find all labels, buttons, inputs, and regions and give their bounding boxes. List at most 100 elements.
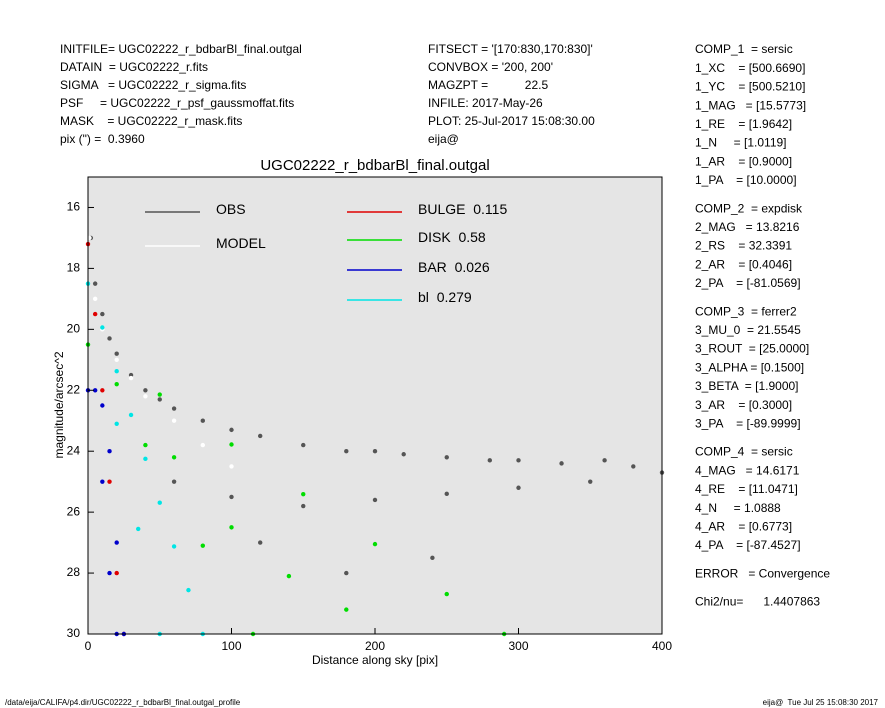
header-line: SIGMA = UGC02222_r_sigma.fits: [60, 78, 246, 92]
param-line: 1_N = [1.0119]: [695, 136, 787, 150]
y-tick-label: 20: [67, 322, 81, 336]
param-line: COMP_3 = ferrer2: [695, 304, 797, 318]
x-axis-label: Distance along sky [pix]: [312, 653, 438, 667]
data-point: [344, 570, 349, 576]
data-point: [107, 570, 112, 576]
legend-name: bl: [418, 289, 429, 305]
legend-name: BAR: [418, 259, 447, 275]
chart-title: UGC02222_r_bdbarBl_final.outgal: [260, 157, 489, 174]
data-point: [128, 375, 134, 381]
y-tick-label: 30: [67, 626, 81, 640]
data-point: [444, 491, 449, 497]
data-point: [444, 591, 449, 597]
header-line: PSF = UGC02222_r_psf_gaussmoffat.fits: [60, 96, 294, 110]
legend-label: DISK 0.58: [418, 229, 486, 245]
data-point: [92, 281, 98, 286]
param-line: 4_PA = [-87.4527]: [695, 538, 801, 552]
header-line: PLOT: 25-Jul-2017 15:08:30.00: [428, 114, 595, 128]
data-point: [229, 442, 234, 447]
param-line: 1_RE = [1.9642]: [695, 117, 792, 131]
data-point: [143, 442, 148, 448]
data-point: [516, 458, 521, 463]
data-point: [516, 485, 521, 490]
legend-fraction: 0.115: [473, 201, 507, 217]
data-point: [114, 421, 119, 426]
data-point: [588, 479, 593, 484]
data-point: [100, 311, 105, 317]
header-line: DATAIN = UGC02222_r.fits: [60, 60, 208, 74]
header-line: CONVBOX = '200, 200': [428, 60, 553, 74]
x-tick-label: 100: [221, 639, 241, 653]
header-line: eija@: [428, 132, 459, 146]
data-point: [258, 540, 263, 545]
data-point: [100, 388, 105, 393]
data-point: [200, 418, 205, 423]
legend-label: MODEL: [216, 235, 266, 251]
data-point: [114, 381, 119, 387]
legend-name: BULGE: [418, 201, 465, 217]
param-line: 1_MAG = [15.5773]: [695, 98, 806, 112]
data-point: [107, 479, 112, 484]
param-line: 4_AR = [0.6773]: [695, 519, 792, 533]
x-tick-label: 300: [508, 639, 528, 653]
legend-label: bl 0.279: [418, 289, 472, 305]
data-point: [301, 442, 306, 448]
y-axis-label: magnitude/arcsec^2: [52, 351, 66, 458]
data-point: [92, 388, 98, 393]
data-point: [258, 433, 263, 439]
param-line: COMP_4 = sersic: [695, 445, 793, 459]
data-point: [171, 406, 177, 411]
param-line: 3_ALPHA = [0.1500]: [695, 360, 804, 374]
data-point: [171, 418, 177, 423]
data-point: [107, 449, 112, 454]
data-point: [186, 587, 191, 593]
data-point: [301, 503, 306, 509]
data-point: [114, 570, 119, 576]
data-point: [143, 394, 148, 399]
data-point: [401, 452, 406, 457]
data-point: [92, 311, 98, 317]
data-point: [430, 555, 435, 561]
data-point: [487, 458, 492, 463]
param-line: Chi2/nu= 1.4407863: [695, 595, 820, 609]
data-point: [100, 403, 105, 408]
param-line: 1_PA = [10.0000]: [695, 173, 797, 187]
data-point: [200, 543, 205, 548]
data-point: [372, 449, 378, 454]
param-line: 4_N = 1.0888: [695, 501, 781, 515]
data-point: [372, 497, 378, 503]
data-point: [136, 526, 141, 532]
data-point: [229, 427, 234, 433]
data-point: [286, 573, 292, 579]
header-line: INFILE: 2017-May-26: [428, 96, 543, 110]
legend-label: BULGE 0.115: [418, 201, 507, 217]
data-point: [157, 397, 162, 402]
header-line: pix (") = 0.3960: [60, 132, 145, 146]
x-tick-label: 200: [365, 639, 385, 653]
data-point: [128, 412, 134, 418]
legend-name: OBS: [216, 201, 246, 217]
legend-name: MODEL: [216, 235, 266, 251]
legend-label: OBS: [216, 201, 246, 217]
y-tick-label: 26: [67, 504, 81, 518]
data-point: [559, 461, 564, 466]
data-point: [114, 357, 119, 362]
data-point: [157, 500, 162, 505]
param-line: 2_RS = 32.3391: [695, 239, 792, 253]
data-point: [114, 351, 119, 356]
param-line: ERROR = Convergence: [695, 566, 830, 580]
y-tick-label: 22: [67, 382, 81, 396]
footer-left: /data/eija/CALIFA/p4.dir/UGC02222_r_bdba…: [5, 698, 241, 707]
footer-right: eija@ Tue Jul 25 15:08:30 2017: [763, 698, 879, 707]
data-point: [602, 458, 607, 463]
param-line: 4_MAG = 14.6171: [695, 463, 800, 477]
plot-area: [88, 177, 662, 634]
legend-fraction: 0.58: [458, 229, 485, 245]
param-line: 3_MU_0 = 21.5545: [695, 323, 801, 337]
legend-fraction: 0.026: [455, 259, 490, 275]
data-point: [107, 336, 112, 341]
data-point: [229, 494, 234, 500]
data-point: [100, 479, 105, 484]
param-line: 2_MAG = 13.8216: [695, 220, 800, 234]
